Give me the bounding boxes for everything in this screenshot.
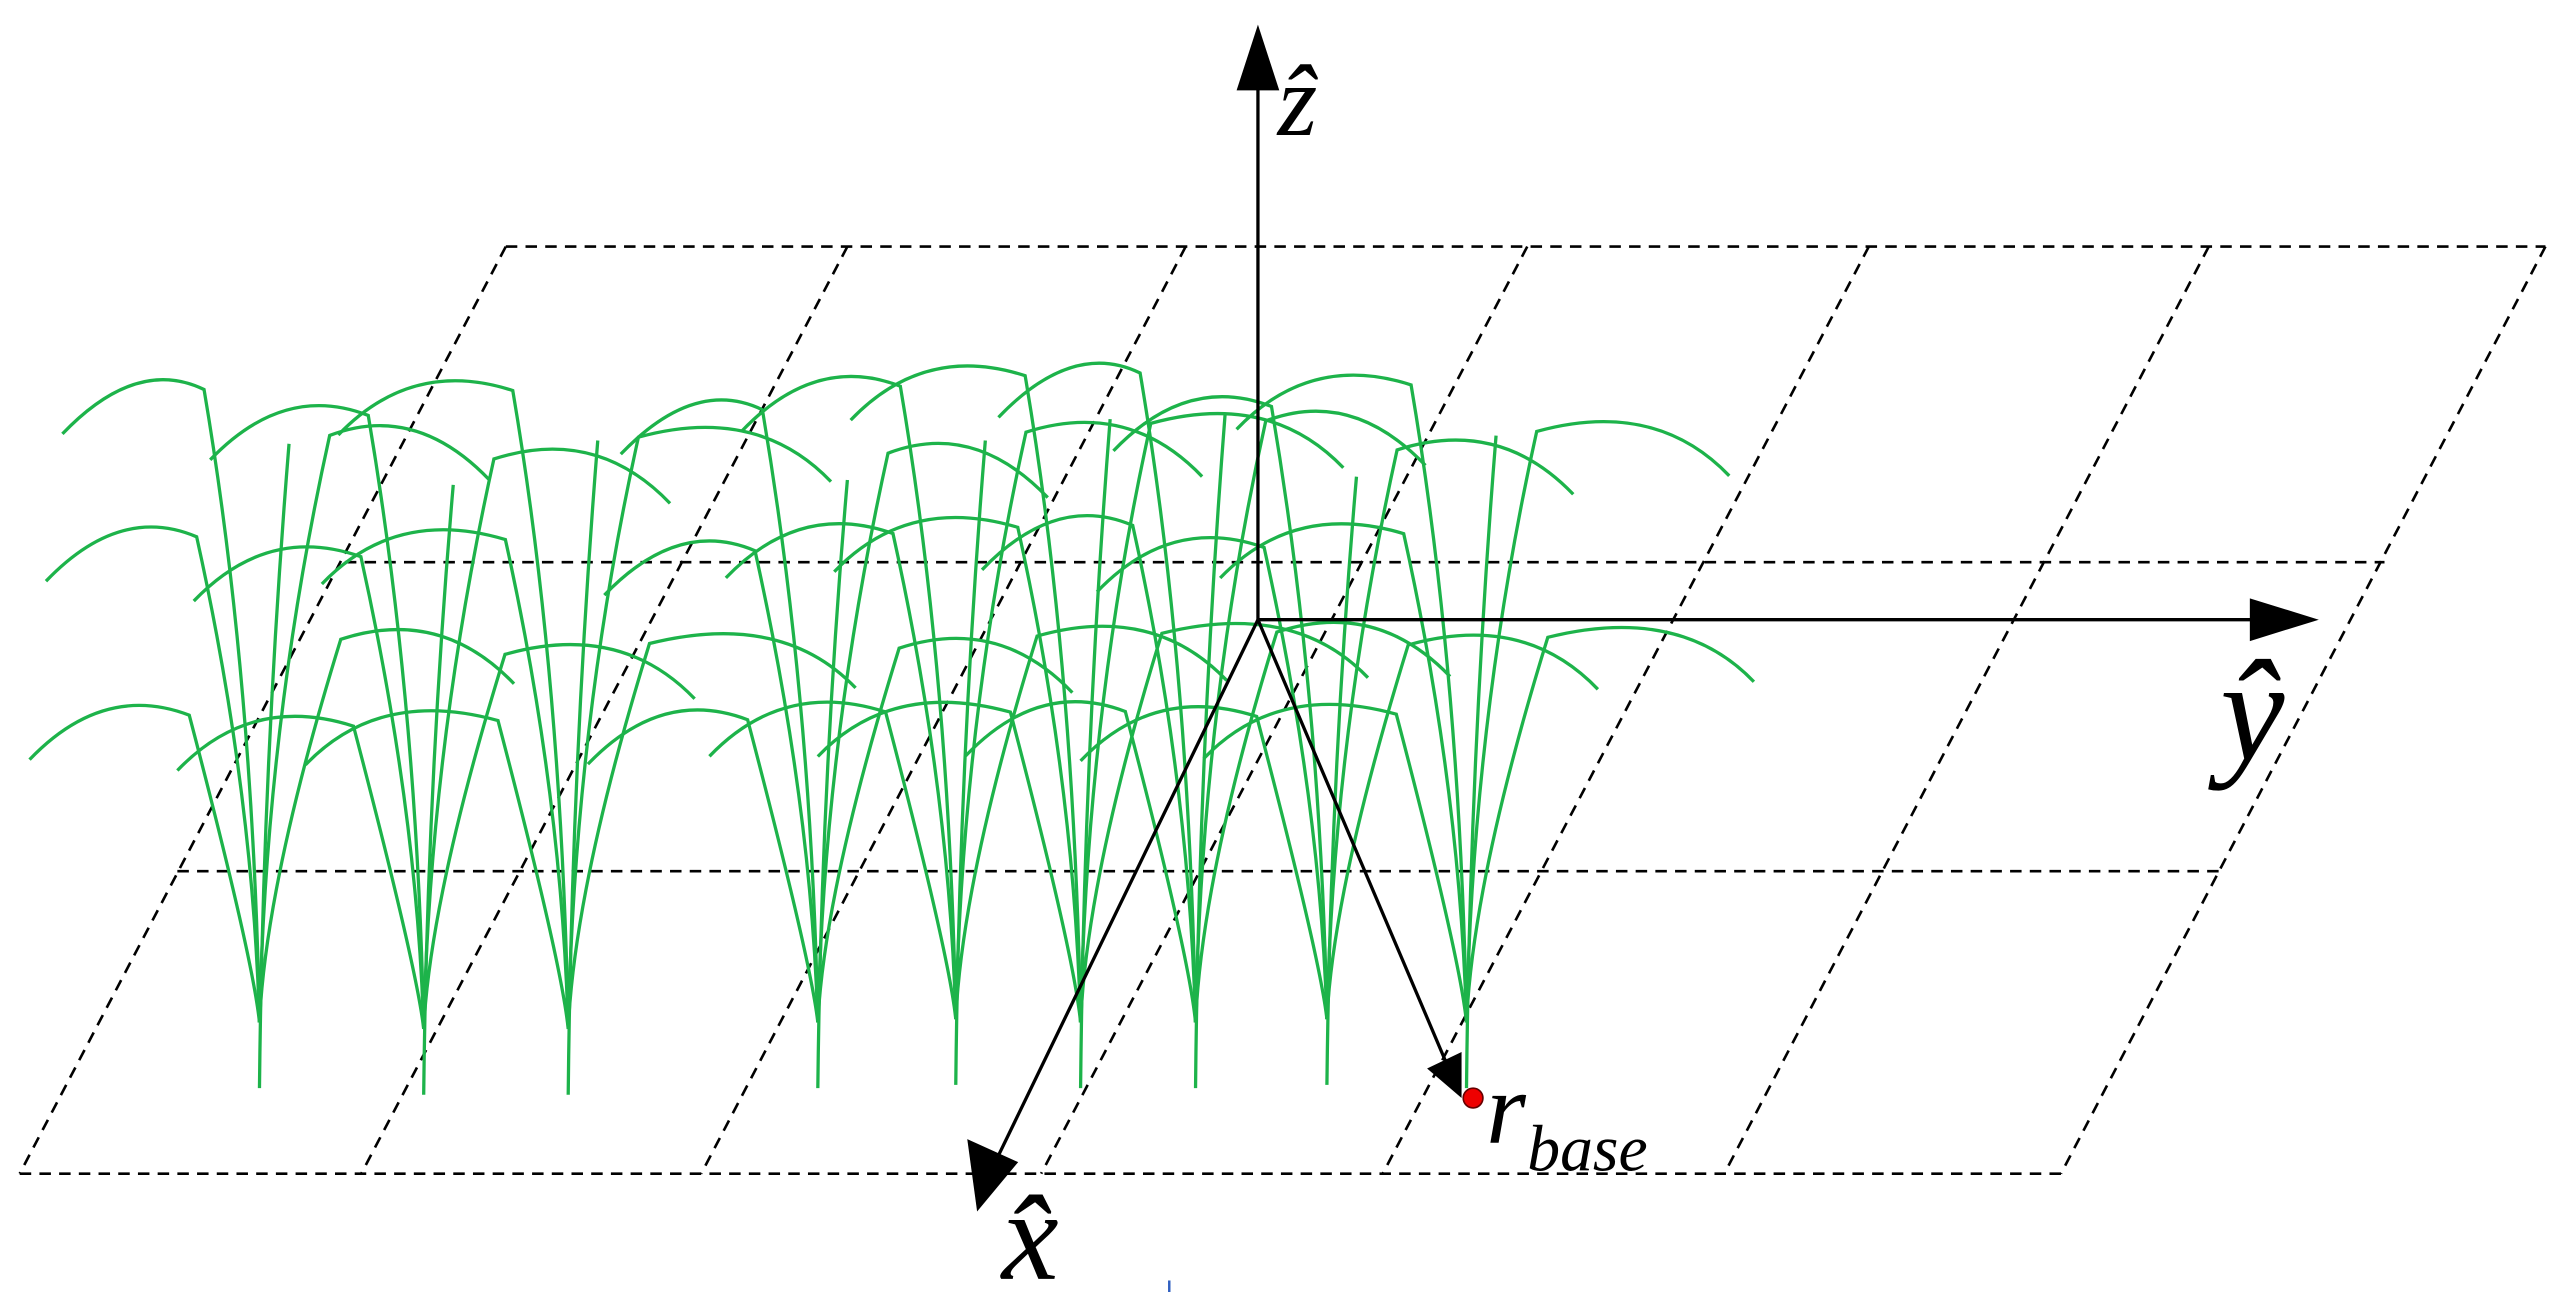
z-axis-label: ẑ bbox=[1276, 45, 1319, 158]
leaf bbox=[422, 447, 672, 1030]
leaf bbox=[619, 398, 820, 1023]
leaf bbox=[1202, 702, 1469, 1023]
leaf bbox=[1464, 625, 1756, 1023]
arrowhead bbox=[1427, 1052, 1462, 1099]
grid-line bbox=[18, 245, 507, 1175]
leaf bbox=[28, 703, 262, 1023]
leaf bbox=[337, 379, 570, 1030]
leaf bbox=[1095, 536, 1329, 1020]
arrowhead bbox=[1236, 24, 1280, 91]
leaf bbox=[1218, 522, 1469, 1023]
plant bbox=[816, 364, 1370, 1089]
grid-line bbox=[700, 245, 1187, 1175]
arrowhead bbox=[967, 1139, 1019, 1212]
leaf bbox=[954, 624, 1228, 1020]
base-point bbox=[1462, 1087, 1484, 1109]
leaf bbox=[816, 700, 1083, 1023]
leaf bbox=[1464, 420, 1731, 1023]
leaf bbox=[209, 404, 426, 1030]
plant bbox=[964, 361, 1452, 1089]
leaf bbox=[44, 525, 262, 1023]
plant bbox=[28, 378, 516, 1089]
plant bbox=[176, 404, 696, 1095]
x-axis-label: x̂ bbox=[1000, 1165, 1059, 1307]
leaf bbox=[708, 700, 958, 1020]
plant bbox=[1202, 373, 1756, 1089]
plants bbox=[28, 361, 1756, 1095]
arrowhead bbox=[2249, 598, 2319, 642]
leaf bbox=[849, 364, 1083, 1023]
grid-line bbox=[1381, 245, 1871, 1175]
leaf bbox=[833, 515, 1083, 1023]
leaf bbox=[1078, 621, 1370, 1023]
leaf bbox=[1193, 620, 1452, 1023]
leaf bbox=[724, 522, 958, 1020]
leaf bbox=[997, 361, 1198, 1023]
leaf bbox=[603, 539, 820, 1023]
leaf bbox=[257, 628, 516, 1023]
plant bbox=[304, 379, 857, 1095]
grid-line bbox=[2059, 245, 2547, 1175]
stem bbox=[566, 440, 600, 1095]
plant bbox=[1079, 395, 1600, 1085]
leaf bbox=[320, 528, 570, 1030]
leaf bbox=[816, 441, 1049, 1023]
leaf bbox=[566, 425, 833, 1030]
leaf bbox=[192, 545, 426, 1030]
leaf bbox=[61, 378, 262, 1023]
leaf bbox=[816, 636, 1074, 1023]
plant bbox=[586, 398, 1074, 1089]
leaf bbox=[741, 374, 958, 1020]
stem bbox=[1078, 419, 1112, 1089]
leaf bbox=[586, 708, 820, 1023]
r-base-vector bbox=[1256, 619, 1447, 1061]
leaf bbox=[1112, 395, 1329, 1020]
leaf bbox=[1235, 373, 1469, 1023]
plant bbox=[708, 374, 1228, 1085]
x-axis bbox=[995, 618, 1260, 1160]
leaf bbox=[1325, 438, 1575, 1020]
leaf bbox=[257, 424, 491, 1023]
leaf bbox=[304, 709, 570, 1030]
leaf bbox=[422, 643, 696, 1030]
leaf bbox=[1079, 705, 1329, 1020]
leaf bbox=[1325, 633, 1600, 1020]
leaf bbox=[964, 700, 1198, 1023]
leaf bbox=[566, 632, 857, 1030]
grid-line bbox=[360, 245, 849, 1175]
y-axis-label: ŷ bbox=[2207, 631, 2285, 791]
r-subscript: base bbox=[1527, 1112, 1647, 1185]
leaf bbox=[176, 714, 426, 1030]
r-label: r⃗ bbox=[1486, 1052, 1605, 1165]
leaf bbox=[980, 513, 1198, 1023]
stem bbox=[1464, 435, 1498, 1089]
axes bbox=[967, 24, 2319, 1292]
leaf bbox=[1193, 409, 1427, 1023]
grid-line bbox=[1723, 245, 2210, 1175]
